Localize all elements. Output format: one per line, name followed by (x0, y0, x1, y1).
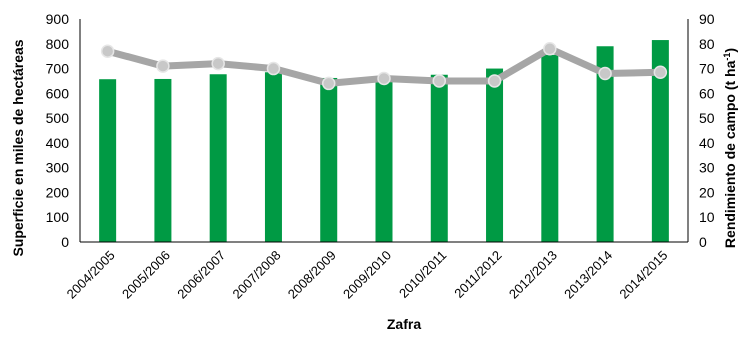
right-tick-label: 60 (699, 85, 715, 101)
line-point (598, 66, 612, 81)
right-tick-label: 20 (699, 184, 715, 200)
bar (375, 78, 393, 242)
bar (596, 46, 614, 242)
left-tick-label: 200 (46, 184, 70, 200)
bar-series (99, 40, 669, 243)
x-tick-label: 2006/2007 (174, 248, 228, 302)
x-tick-label: 2009/2010 (340, 248, 394, 302)
right-axis-ticks: 0 10 20 30 40 50 60 70 80 90 (699, 11, 715, 250)
right-axis-title-main: Rendimiento de campo (t ha (722, 60, 738, 248)
left-tick-label: 800 (46, 36, 70, 52)
line-point (653, 65, 668, 80)
left-axis-ticks: 0 100 200 300 400 500 600 700 800 900 (46, 11, 70, 250)
line-point (432, 74, 447, 88)
line-point (487, 74, 502, 88)
left-tick-label: 300 (46, 160, 70, 176)
x-axis-title: Zafra (387, 316, 421, 332)
line-point (156, 59, 170, 73)
right-tick-label: 90 (699, 11, 715, 27)
line-point (377, 71, 391, 86)
right-tick-label: 80 (699, 36, 715, 52)
x-tick-label: 2008/2009 (285, 248, 339, 302)
x-tick-label: 2013/2014 (561, 248, 615, 302)
right-axis-title: Rendimiento de campo (t ha-1) (722, 48, 738, 248)
right-tick-label: 30 (699, 160, 715, 176)
right-tick-label: 40 (699, 135, 715, 151)
right-axis-title-end: ) (722, 48, 738, 53)
line-point (321, 76, 336, 91)
left-tick-label: 500 (46, 110, 70, 126)
x-tick-label: 2014/2015 (616, 248, 670, 302)
bar (99, 79, 117, 243)
axes (79, 19, 689, 243)
left-axis-title: Superficie en miles de hectáreas (10, 39, 26, 256)
bar (541, 54, 559, 242)
left-tick-label: 0 (61, 234, 69, 250)
right-tick-label: 50 (699, 110, 715, 126)
bar (320, 77, 338, 243)
x-tick-label: 2007/2008 (230, 248, 284, 302)
left-tick-label: 900 (46, 11, 70, 27)
bar (209, 74, 227, 242)
line-point (100, 44, 115, 58)
x-axis-ticks: 2004/2005 2005/2006 2006/2007 2007/2008 2008… (64, 248, 671, 302)
line-point (211, 56, 225, 71)
x-tick-label: 2011/2012 (451, 248, 504, 301)
x-tick-label: 2005/2006 (119, 248, 173, 302)
bar (154, 78, 172, 242)
line-point (543, 41, 557, 56)
x-tick-label: 2012/2013 (506, 248, 560, 302)
right-tick-label: 10 (699, 209, 715, 225)
left-tick-label: 400 (46, 135, 70, 151)
right-tick-label: 70 (699, 61, 715, 77)
right-tick-label: 0 (699, 234, 707, 250)
right-axis-title-sup: -1 (722, 53, 732, 61)
bar (264, 72, 282, 243)
left-tick-label: 100 (46, 209, 70, 225)
bar (651, 40, 669, 242)
x-tick-label: 2010/2011 (396, 248, 449, 301)
bar (430, 74, 448, 242)
line-series (100, 41, 668, 91)
left-tick-label: 700 (46, 61, 70, 77)
line-point (266, 61, 281, 76)
left-tick-label: 600 (46, 85, 70, 101)
x-tick-label: 2004/2005 (64, 248, 118, 302)
bar (486, 68, 504, 242)
